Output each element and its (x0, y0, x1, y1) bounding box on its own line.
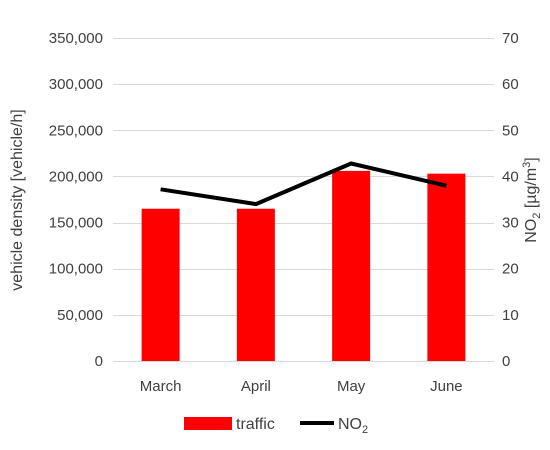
legend-traffic-label: traffic (236, 416, 275, 433)
x-tick-label: March (140, 378, 182, 395)
legend-no2-label-sub: 2 (362, 424, 368, 436)
legend: traffic NO2 (184, 416, 368, 436)
bar-traffic (332, 171, 370, 361)
left-axis-ticks: 0 50,000 100,000 150,000 200,000 250,000 300,0… (49, 30, 103, 370)
legend-traffic-swatch (184, 417, 232, 430)
right-tick-label: 30 (502, 215, 519, 232)
right-tick-label: 70 (502, 30, 519, 47)
bar-traffic (142, 209, 180, 361)
x-tick-label: June (430, 378, 463, 395)
right-tick-label: 10 (502, 307, 519, 324)
right-tick-label: 40 (502, 168, 519, 185)
right-axis-title-close: ] (523, 157, 540, 161)
left-tick-label: 100,000 (49, 261, 103, 278)
x-axis-ticks: March April May June (140, 378, 463, 395)
right-tick-label: 20 (502, 261, 519, 278)
right-axis-ticks: 0 10 20 30 40 50 60 70 (502, 30, 519, 370)
left-tick-label: 350,000 (49, 30, 103, 47)
right-tick-label: 50 (502, 122, 519, 139)
left-tick-label: 0 (95, 353, 103, 370)
right-tick-label: 60 (502, 76, 519, 93)
right-axis-title: NO2 [µg/m3] (521, 157, 543, 242)
no2-series-line (161, 164, 447, 205)
x-tick-label: May (337, 378, 366, 395)
no2-line-layer (161, 163, 447, 204)
bar-traffic (237, 209, 275, 361)
x-tick-label: April (241, 378, 271, 395)
left-tick-label: 150,000 (49, 215, 103, 232)
bar-traffic (427, 174, 465, 361)
right-axis-title-unit: [µg/m (523, 168, 540, 213)
right-axis-title-main: NO (523, 219, 540, 243)
bars (142, 171, 466, 361)
left-tick-label: 300,000 (49, 76, 103, 93)
left-tick-label: 250,000 (49, 122, 103, 139)
legend-no2-label: NO2 (338, 416, 368, 436)
left-tick-label: 200,000 (49, 168, 103, 185)
right-tick-label: 0 (502, 353, 510, 370)
left-tick-label: 50,000 (57, 307, 103, 324)
left-axis-title: vehicle density [vehicle/h] (9, 109, 26, 290)
legend-no2-label-main: NO (338, 416, 362, 433)
